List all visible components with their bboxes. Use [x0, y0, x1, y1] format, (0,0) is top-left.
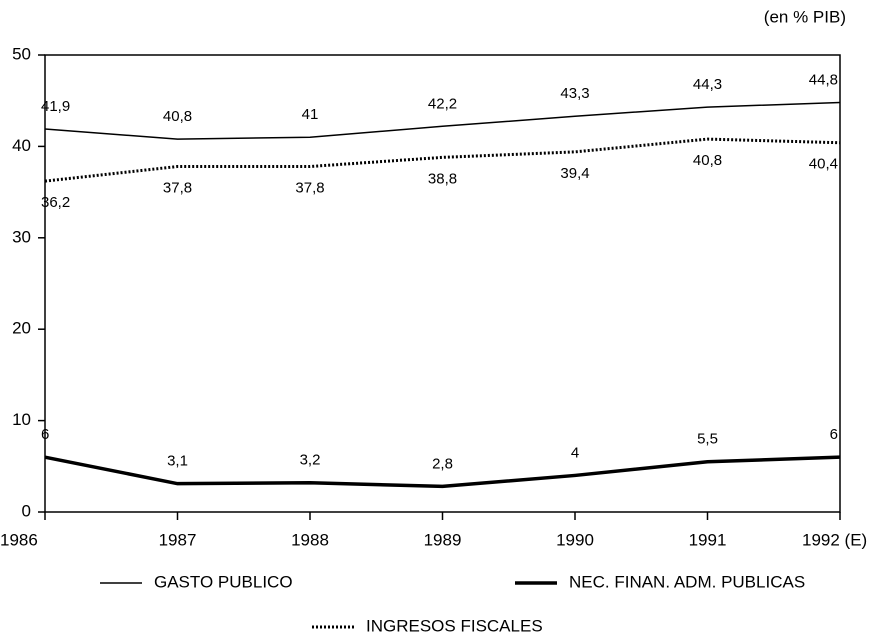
series-line [44, 455, 841, 489]
y-axis-unit: (en % PIB) [764, 7, 846, 26]
y-tick-label: 10 [12, 410, 31, 429]
y-tick-label: 0 [22, 501, 31, 520]
legend-label: INGRESOS FISCALES [366, 616, 543, 635]
data-label: 37,8 [295, 179, 324, 196]
x-tick-label: 1992 (E) [802, 530, 867, 549]
data-label: 42,2 [428, 95, 457, 112]
data-label: 5,5 [697, 431, 718, 448]
data-label: 43,3 [560, 85, 589, 102]
data-label: 39,4 [560, 165, 589, 182]
legend-label: NEC. FINAN. ADM. PUBLICAS [569, 572, 805, 591]
series-line [44, 101, 841, 140]
y-tick-label: 20 [12, 319, 31, 338]
data-label: 3,1 [167, 453, 188, 470]
x-tick-label: 1986 [0, 530, 38, 549]
data-label: 6 [41, 426, 49, 443]
data-label: 40,8 [693, 152, 722, 169]
x-tick-label: 1989 [424, 530, 462, 549]
series-line [44, 137, 841, 183]
data-label: 37,8 [163, 179, 192, 196]
x-tick-label: 1987 [159, 530, 197, 549]
x-tick-label: 1988 [291, 530, 329, 549]
y-tick-label: 50 [12, 44, 31, 63]
data-label: 36,2 [41, 194, 70, 211]
legend-label: GASTO PUBLICO [154, 572, 293, 591]
data-label: 44,3 [693, 76, 722, 93]
data-label: 2,8 [432, 455, 453, 472]
data-label: 41 [302, 106, 319, 123]
data-label: 38,8 [428, 170, 457, 187]
data-label: 4 [571, 444, 579, 461]
data-label: 6 [830, 426, 838, 443]
data-label: 40,8 [163, 108, 192, 125]
data-label: 3,2 [300, 452, 321, 469]
data-label: 40,4 [809, 156, 838, 173]
data-label: 44,8 [809, 71, 838, 88]
x-tick-label: 1990 [556, 530, 594, 549]
data-label: 41,9 [41, 98, 70, 115]
y-tick-label: 30 [12, 227, 31, 246]
x-tick-label: 1991 [689, 530, 727, 549]
y-tick-label: 40 [12, 136, 31, 155]
